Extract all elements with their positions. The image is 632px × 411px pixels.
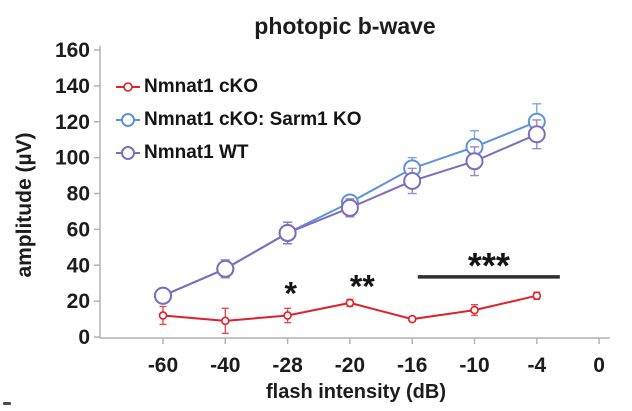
x-tick-label: -10	[459, 354, 489, 377]
data-point-marker	[216, 259, 235, 278]
x-tick-label: 0	[593, 354, 605, 377]
chart-title: photopic b-wave	[254, 13, 436, 39]
data-point-marker	[527, 125, 546, 144]
series-nmnat1-cko	[158, 291, 542, 335]
x-tick-label: -16	[397, 354, 427, 377]
data-point-marker	[278, 223, 297, 242]
y-tick-label: 140	[55, 75, 90, 98]
x-tick-label: -60	[148, 354, 178, 377]
data-point-marker	[154, 286, 172, 305]
legend-marker-open-circle-icon	[116, 146, 140, 160]
x-tick-label: -20	[335, 354, 365, 377]
y-tick-label: 20	[67, 290, 90, 313]
legend-label: Nmnat1 WT	[144, 142, 249, 163]
series-nmnat1-wt	[154, 119, 546, 305]
x-axis-label: flash intensity (dB)	[265, 381, 447, 403]
data-point-marker	[158, 311, 168, 320]
data-point-marker	[465, 152, 484, 171]
y-tick-label: 160	[55, 39, 90, 62]
y-tick-label: 0	[78, 326, 90, 349]
legend: Nmnat1 cKO Nmnat1 cKO: Sarm1 KO Nmnat1 W…	[115, 76, 362, 175]
significance-star: ***	[468, 245, 510, 286]
y-axis-label: amplitude (µV)	[13, 132, 36, 278]
y-tick-label: 100	[55, 147, 90, 170]
x-tick-label: -28	[272, 354, 303, 377]
data-point-marker	[532, 291, 542, 301]
crop-artifact-mark	[3, 402, 11, 405]
data-point-marker	[283, 311, 292, 320]
legend-label: Nmnat1 cKO: Sarm1 KO	[144, 109, 362, 130]
data-point-marker	[340, 198, 359, 217]
data-point-marker	[470, 305, 479, 315]
significance-star: **	[350, 268, 375, 304]
data-point-marker	[403, 171, 422, 190]
data-point-marker	[345, 298, 355, 308]
legend-marker-open-circle-icon	[116, 82, 140, 92]
legend-item-nmnat1-cko: Nmnat1 cKO	[115, 76, 362, 98]
y-tick-label: 60	[67, 218, 90, 241]
x-tick-label: -40	[210, 354, 240, 377]
significance-star: *	[284, 276, 297, 312]
legend-label: Nmnat1 cKO	[144, 76, 259, 97]
legend-item-nmnat1-cko-sarm1-ko: Nmnat1 cKO: Sarm1 KO	[115, 109, 362, 131]
y-tick-label: 120	[55, 111, 90, 134]
data-point-marker	[407, 314, 417, 324]
y-tick-label: 80	[67, 183, 90, 206]
x-tick-label: -4	[527, 354, 546, 377]
legend-item-nmnat1-wt: Nmnat1 WT	[115, 142, 362, 164]
y-tick-label: 40	[67, 254, 90, 277]
data-point-marker	[221, 316, 230, 326]
legend-marker-open-circle-icon	[116, 113, 140, 127]
